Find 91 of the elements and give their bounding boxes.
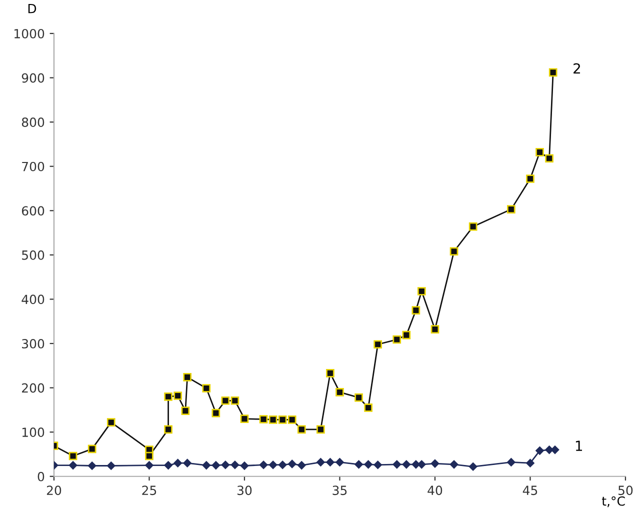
point [240, 414, 249, 423]
point [450, 460, 458, 469]
point [354, 460, 363, 469]
point [259, 415, 268, 424]
x-tick-label: 50 [618, 486, 633, 496]
y-tick-label: 700 [22, 162, 44, 172]
point [418, 460, 426, 469]
point [145, 461, 154, 470]
point [164, 392, 172, 401]
point [68, 452, 78, 460]
point [402, 460, 411, 469]
y-tick-label: 1000 [14, 28, 44, 38]
point [507, 205, 516, 214]
point [183, 373, 192, 382]
point [268, 416, 278, 424]
y-tick-label: 0 [38, 472, 44, 482]
x-tick-label: 45 [522, 486, 538, 496]
point [268, 460, 278, 469]
point [278, 416, 287, 424]
point [221, 460, 230, 469]
point [240, 462, 249, 470]
point [392, 460, 402, 469]
point [536, 148, 544, 156]
point [364, 404, 372, 412]
point [145, 452, 154, 460]
point [364, 460, 372, 469]
x-tick-label: 20 [46, 486, 62, 496]
y-tick-label: 500 [22, 250, 44, 260]
point [183, 458, 192, 468]
series-label: 1 [576, 440, 582, 451]
point [412, 306, 420, 314]
point [374, 460, 382, 469]
y-tick-label: 100 [22, 428, 44, 438]
point [507, 458, 516, 466]
point [430, 459, 440, 468]
x-axis-title: t,°C [602, 496, 625, 508]
point [316, 425, 325, 434]
point [278, 460, 287, 469]
point [164, 425, 172, 434]
point [106, 462, 116, 470]
point [288, 460, 296, 468]
x-tick-label: 25 [142, 486, 156, 496]
point [230, 396, 240, 405]
point [221, 396, 230, 405]
point [374, 340, 382, 349]
point [181, 406, 190, 415]
point [450, 247, 458, 256]
point [430, 325, 440, 334]
y-tick-label: 400 [22, 294, 44, 304]
point [174, 458, 182, 468]
point [106, 418, 116, 427]
point [297, 425, 306, 434]
point [417, 287, 426, 296]
point [326, 369, 334, 378]
x-tick-label: 40 [428, 486, 442, 496]
point [526, 174, 534, 183]
x-tick-label: 30 [237, 486, 252, 496]
point [326, 458, 334, 466]
point [68, 461, 78, 470]
point [288, 416, 296, 424]
point [164, 461, 172, 470]
y-tick-label: 600 [22, 206, 44, 216]
series-label: 2 [574, 63, 580, 74]
point [548, 68, 558, 77]
point [336, 458, 344, 466]
point [468, 462, 478, 471]
x-tick-label: 35 [332, 486, 347, 496]
point [212, 408, 220, 418]
point [202, 461, 211, 470]
point [88, 462, 96, 470]
point [354, 393, 363, 402]
point [536, 446, 544, 455]
point [316, 458, 325, 466]
point [526, 458, 534, 468]
point [402, 330, 411, 340]
point [230, 460, 240, 469]
point [202, 384, 211, 392]
point [212, 461, 220, 470]
y-axis-title: D [28, 4, 36, 14]
point [468, 222, 478, 231]
y-tick-label: 300 [22, 338, 44, 348]
y-tick-label: 200 [22, 383, 44, 393]
y-tick-label: 900 [22, 73, 44, 83]
point [174, 392, 182, 400]
point [545, 154, 554, 163]
point [392, 335, 402, 344]
point [297, 461, 306, 470]
point [259, 460, 268, 469]
y-tick-label: 800 [22, 118, 44, 127]
point [88, 444, 96, 454]
point [336, 388, 344, 396]
